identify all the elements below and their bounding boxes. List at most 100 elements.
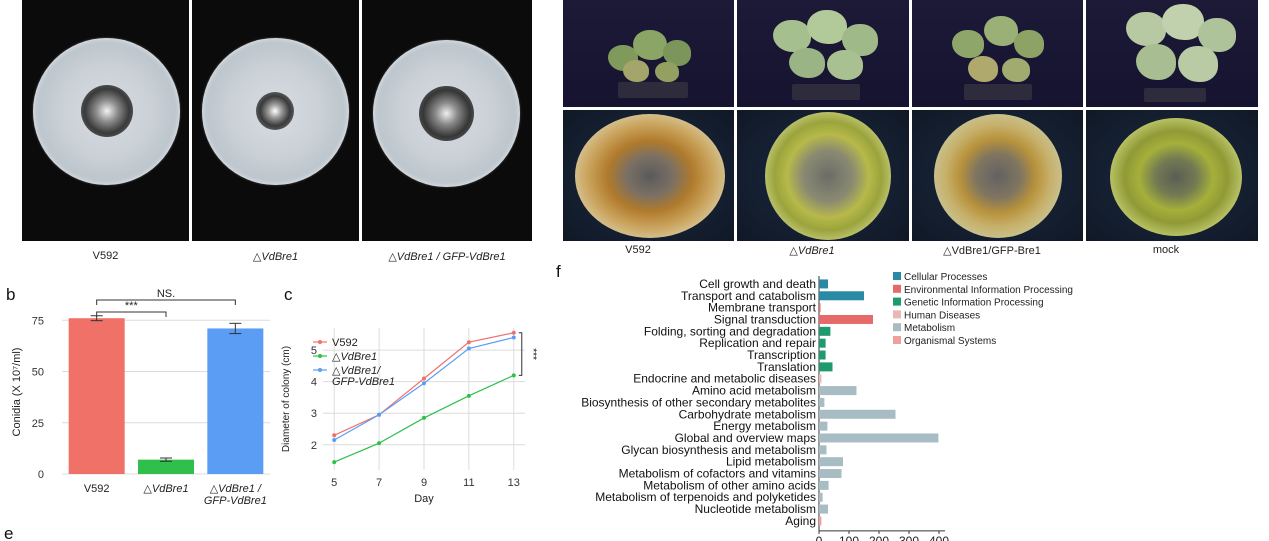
category-label: Replication and repair <box>699 336 816 350</box>
bar <box>819 433 939 443</box>
category-label: Nucleotide metabolism <box>695 502 816 516</box>
leaf <box>773 20 811 52</box>
bar <box>819 409 896 419</box>
legend-label: Genetic Information Processing <box>904 298 1044 309</box>
bar <box>819 457 843 467</box>
bar <box>207 328 264 474</box>
caption-complement: △VdBre1 / GFP-VdBre1 <box>388 251 506 263</box>
data-point <box>466 340 471 345</box>
category-label: Endocrine and metabolic diseases <box>633 372 816 386</box>
leaf <box>1002 58 1030 82</box>
panel-letter-f: f <box>556 262 561 281</box>
data-point <box>466 393 471 398</box>
chart-kegg-classification: 0 100 200 300 400 Cell growth and deathTransp… <box>581 272 1073 541</box>
x-tick-label: 5 <box>331 477 337 489</box>
data-point <box>422 415 426 420</box>
category-label: Global and overview maps <box>675 431 816 445</box>
bar <box>819 314 873 324</box>
y-tick-label: 50 <box>32 367 44 379</box>
x-tick-label: △VdBre1 <box>143 483 188 495</box>
y-tick-label: 3 <box>311 408 317 420</box>
photo-dish-complement <box>362 0 532 241</box>
bar <box>819 338 826 348</box>
photo-stem-v592 <box>563 110 734 241</box>
x-tick-label: GFP-VdBre1 <box>204 495 267 507</box>
legend-swatch <box>893 323 901 332</box>
bar <box>819 492 823 502</box>
data-point <box>332 433 337 438</box>
y-tick-label: 2 <box>311 440 317 452</box>
x-tick-label: 200 <box>869 534 889 541</box>
x-tick-label: △VdBre1 / <box>210 483 262 495</box>
plant-pot <box>964 84 1032 100</box>
x-tick-label: 13 <box>508 477 520 489</box>
x-tick-label: 9 <box>421 477 427 489</box>
bar <box>68 318 125 474</box>
y-tick-label: 75 <box>32 315 44 327</box>
legend-label: Environmental Information Processing <box>904 285 1073 296</box>
legend-marker <box>318 340 322 344</box>
data-point <box>511 373 516 378</box>
category-label: Cell growth and death <box>699 277 816 291</box>
category-label: Folding, sorting and degradation <box>644 324 816 338</box>
photo-plant-vdbre1 <box>737 0 909 107</box>
category-label: Metabolism of cofactors and vitamins <box>619 467 816 481</box>
y-axis-label: Diameter of colony (cm) <box>281 346 292 452</box>
legend-marker <box>318 354 322 358</box>
panel-letter-c: c <box>284 285 293 304</box>
bar <box>819 480 829 490</box>
significance-bracket <box>518 332 523 376</box>
bar <box>819 397 825 407</box>
legend-swatch <box>893 284 901 293</box>
bar <box>819 303 821 313</box>
y-tick-label: 0 <box>38 469 44 481</box>
bar <box>819 386 857 396</box>
bar <box>138 459 194 474</box>
plant-pot <box>792 84 860 100</box>
fungal-colony <box>81 85 133 137</box>
y-axis-label: Conidia (X 10⁷/ml) <box>11 348 23 437</box>
leaf <box>952 30 984 58</box>
bar <box>819 326 831 336</box>
category-label: Lipid metabolism <box>726 455 816 469</box>
bar <box>819 504 828 514</box>
plant-pot <box>618 82 688 98</box>
category-label: Transport and catabolism <box>681 289 816 303</box>
x-axis-label: Day <box>414 493 434 505</box>
stem-cross-section <box>575 114 725 238</box>
fungal-colony <box>419 86 474 141</box>
legend-label: △VdBre1 <box>332 351 377 363</box>
photo-plant-complement <box>912 0 1083 107</box>
data-point <box>511 335 516 340</box>
leaf <box>1162 4 1204 40</box>
significance-bracket <box>96 311 167 317</box>
panel-letter-e: e <box>4 524 14 541</box>
leaf <box>984 16 1018 46</box>
x-tick-label: 300 <box>899 534 919 541</box>
category-label: Aging <box>785 514 816 528</box>
data-point <box>422 376 426 381</box>
data-point <box>377 441 382 446</box>
legend-marker <box>318 368 322 372</box>
caption-v592: V592 <box>92 250 119 262</box>
x-tick-label: 7 <box>376 477 382 489</box>
y-tick-label: 4 <box>311 377 317 389</box>
photo-plant-mock <box>1086 0 1258 107</box>
bar <box>819 279 828 289</box>
leaf <box>1136 44 1176 80</box>
category-label: Transcription <box>747 348 816 362</box>
significance-label: *** <box>527 348 538 360</box>
leaf <box>968 56 998 82</box>
x-tick-label: 400 <box>929 534 949 541</box>
data-point <box>332 438 337 443</box>
photo-dish-v592 <box>22 0 189 241</box>
legend-label: V592 <box>332 337 358 349</box>
significance-label: *** <box>125 300 139 312</box>
category-label: Metabolism of terpenoids and polyketides <box>595 490 816 504</box>
data-point <box>422 381 426 386</box>
x-tick-label: 100 <box>839 534 859 541</box>
leaf <box>807 10 847 44</box>
category-label: Translation <box>757 360 816 374</box>
bar <box>819 469 842 479</box>
leaf <box>827 50 863 80</box>
